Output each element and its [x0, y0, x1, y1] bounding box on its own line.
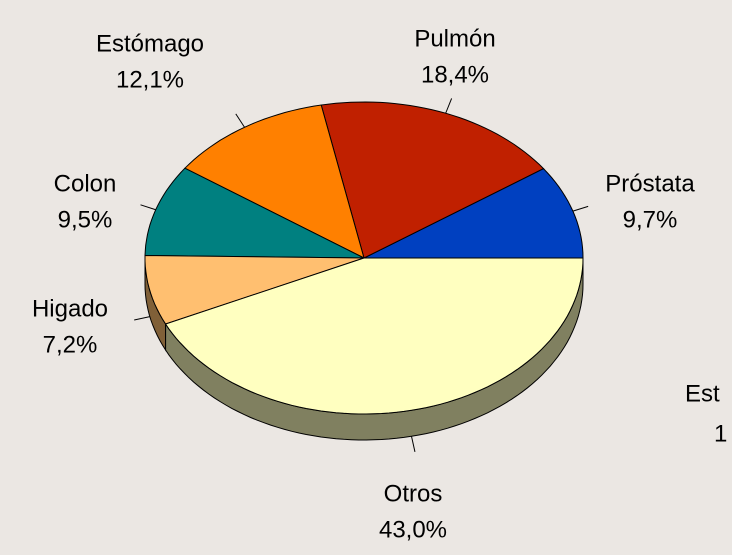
- leader-line: [572, 205, 589, 212]
- leader-line: [410, 436, 416, 453]
- slice-label: Otros: [384, 480, 443, 507]
- slice-label: Próstata: [605, 170, 695, 197]
- slice-label: Higado: [32, 295, 108, 322]
- slice: [184, 104, 365, 259]
- slice-label: Colon: [54, 170, 117, 197]
- slice-label: Estómago: [96, 30, 204, 57]
- slice-value-label: 18,4%: [421, 61, 489, 88]
- slice: [144, 254, 365, 325]
- slice: [164, 257, 584, 415]
- leader-line: [235, 113, 245, 128]
- leader-line: [140, 204, 156, 211]
- slice-value-label: 7,2%: [43, 331, 98, 358]
- slice-label: Pulmón: [414, 25, 495, 52]
- slice-value-label: 43,0%: [379, 516, 447, 543]
- slice-value-label: 12,1%: [116, 66, 184, 93]
- annotation: Est: [685, 380, 720, 407]
- slice-value-label: 9,7%: [623, 206, 678, 233]
- leader-line: [445, 98, 453, 114]
- leader-line: [134, 316, 150, 321]
- annotation: 1: [714, 420, 727, 447]
- slice-value-label: 9,5%: [58, 206, 113, 233]
